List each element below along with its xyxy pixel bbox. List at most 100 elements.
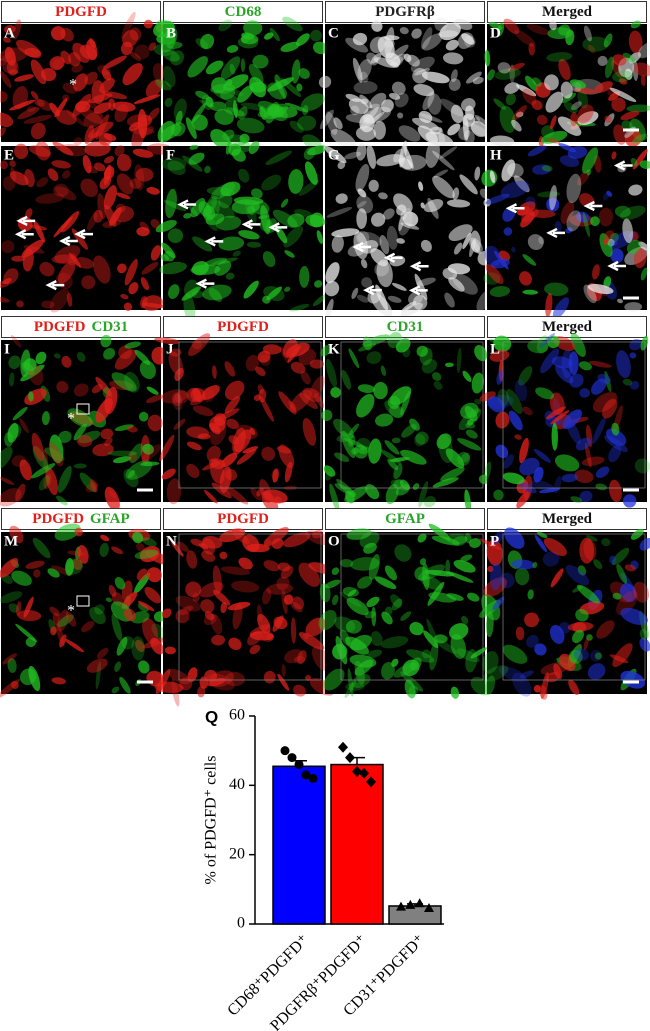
stain (302, 387, 322, 403)
stain (536, 531, 548, 538)
stain (162, 65, 176, 88)
stain (190, 538, 205, 547)
stain (204, 165, 211, 174)
stain (640, 267, 648, 281)
stain (146, 567, 162, 583)
stain (283, 594, 294, 605)
stain (136, 227, 150, 237)
stain (192, 236, 213, 252)
data-point (396, 901, 406, 911)
stain (37, 99, 52, 111)
panel-header-box (163, 1, 323, 23)
stain (574, 87, 596, 94)
stain (79, 472, 97, 493)
stain (420, 576, 443, 590)
stain (282, 16, 303, 32)
stain (287, 345, 301, 363)
stain (278, 444, 295, 468)
stain (489, 170, 496, 184)
stain (104, 437, 113, 447)
stain (88, 121, 114, 139)
stain (12, 86, 28, 110)
stain (119, 676, 131, 694)
stain (604, 56, 615, 79)
stain (620, 583, 637, 602)
stain (65, 611, 77, 627)
stain (502, 644, 528, 664)
stain (587, 44, 596, 54)
stain (135, 542, 145, 552)
stain (100, 334, 112, 348)
stain (569, 373, 584, 388)
stain (542, 551, 560, 567)
stain (356, 208, 368, 230)
stain (439, 146, 458, 159)
stain (30, 463, 56, 479)
stain (283, 532, 311, 548)
stain (225, 272, 235, 280)
stain (272, 615, 284, 632)
stain (563, 102, 578, 114)
stain (187, 56, 208, 78)
stain (492, 531, 504, 545)
stain (34, 98, 45, 107)
stain (49, 606, 61, 617)
stain (325, 262, 340, 284)
stain (620, 110, 640, 121)
stain (592, 264, 600, 280)
stain (9, 372, 15, 387)
stain (246, 241, 261, 248)
stain (505, 93, 516, 106)
stain (579, 388, 591, 398)
stain (114, 577, 126, 590)
stain (313, 41, 328, 55)
stain (81, 620, 95, 633)
stain (134, 349, 151, 365)
stain (161, 389, 188, 404)
stain (362, 334, 390, 347)
stain (457, 438, 482, 451)
arrow (363, 284, 382, 296)
stain (323, 465, 336, 477)
stain (189, 144, 199, 150)
stain (215, 215, 242, 231)
stain (508, 410, 523, 431)
stain (416, 277, 436, 286)
stain (400, 479, 410, 490)
stain (76, 351, 86, 362)
asterisk: * (69, 77, 77, 94)
stain (446, 593, 464, 601)
stain (227, 601, 251, 611)
stain (161, 157, 187, 171)
stain (284, 286, 291, 292)
stain (10, 167, 17, 181)
stain (499, 105, 516, 133)
stain (0, 47, 28, 63)
stain (577, 89, 589, 109)
stain (360, 258, 368, 269)
stain (546, 52, 573, 62)
stain (47, 168, 59, 182)
stain (420, 239, 432, 252)
panel-header-box (487, 508, 647, 530)
stain (504, 527, 525, 549)
stain (495, 444, 509, 459)
header-word: CD31 (92, 319, 129, 335)
stain (611, 422, 620, 436)
stain (94, 604, 105, 615)
stain (586, 634, 593, 641)
stain (534, 534, 547, 553)
stain (323, 668, 345, 691)
stain (453, 242, 463, 255)
stain (598, 207, 614, 227)
stain (543, 537, 567, 556)
panel-header-box (325, 508, 485, 530)
data-point (338, 741, 348, 753)
stain (228, 435, 239, 445)
stain (330, 129, 357, 149)
stain (532, 77, 542, 87)
stain (159, 261, 187, 275)
stain (139, 360, 156, 380)
stain (331, 235, 344, 253)
arrow (74, 229, 94, 240)
